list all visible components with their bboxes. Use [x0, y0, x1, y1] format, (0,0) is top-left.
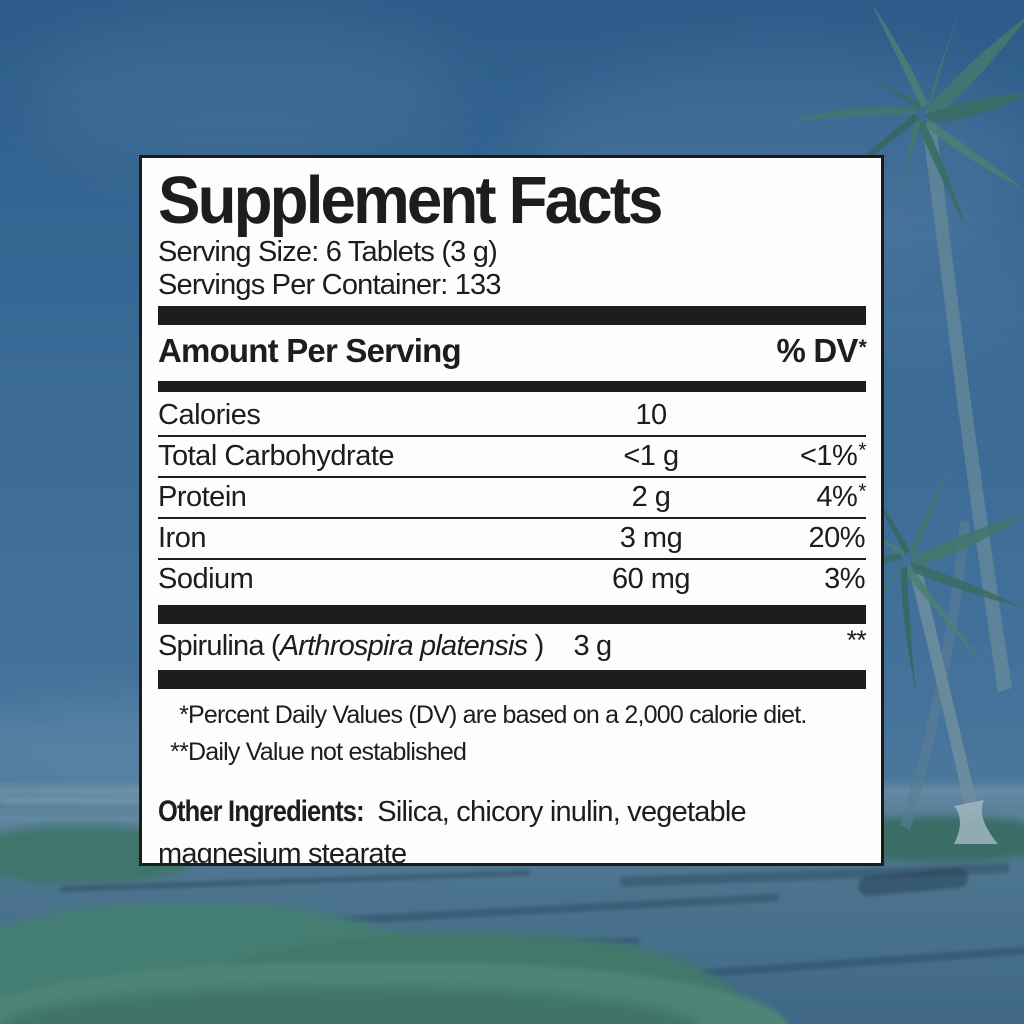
- nutrient-name: Calories: [158, 399, 261, 431]
- panel-title: Supplement Facts: [158, 163, 663, 238]
- servings-per-container: Servings Per Container: 133: [158, 269, 502, 301]
- nutrient-dv: 20%: [808, 522, 865, 554]
- footnotes: * Percent Daily Values (DV) are based on…: [158, 702, 866, 765]
- table-header: Amount Per Serving % DV*: [158, 325, 867, 376]
- footnote: ** Daily Value not established: [158, 739, 866, 765]
- amount-per-serving-header: Amount Per Serving: [158, 332, 462, 369]
- nutrient-dv: [746, 399, 866, 432]
- nutrient-row: Protein 2 g 4%*: [158, 478, 866, 519]
- divider-bar: [158, 306, 866, 325]
- divider-bar: [158, 381, 866, 392]
- nutrient-dv: 3%: [824, 563, 865, 595]
- other-ingredients: Other Ingredients: Silica, chicory inuli…: [158, 791, 866, 866]
- nutrient-name: Protein: [158, 481, 247, 513]
- divider-bar: [158, 670, 866, 689]
- footnote: * Percent Daily Values (DV) are based on…: [158, 702, 866, 728]
- nutrient-amount: 3 mg: [619, 522, 683, 554]
- nutrient-dv: <1%*: [799, 439, 867, 472]
- nutrient-amount: 60 mg: [611, 563, 691, 595]
- nutrient-amount: 2 g: [631, 481, 671, 513]
- nutrient-row: Sodium 60 mg 3%: [158, 560, 866, 599]
- nutrient-amount: <1 g: [623, 440, 679, 472]
- cloud-wisp: [30, 14, 460, 174]
- botanical-amount: 3 g: [573, 629, 612, 662]
- botanical-latin-name: Arthrospira platensis: [279, 629, 528, 662]
- nutrient-row: Iron 3 mg 20%: [158, 519, 866, 560]
- nutrient-dv: 4%*: [816, 480, 866, 513]
- dv-header: % DV*: [776, 332, 866, 369]
- nutrient-name: Total Carbohydrate: [158, 440, 395, 472]
- nutrient-row: Total Carbohydrate <1 g <1%*: [158, 437, 866, 478]
- other-ingredients-label: Other Ingredients:: [158, 795, 365, 828]
- footnote-text: Percent Daily Values (DV) are based on a…: [188, 701, 807, 729]
- footnote-mark: **: [170, 738, 189, 766]
- other-ingredients-text: Silica, chicory inulin, vegetable magnes…: [158, 796, 747, 866]
- nutrient-name: Sodium: [158, 563, 254, 595]
- nutrient-table: Calories 10 Total Carbohydrate <1 g <1%*…: [158, 396, 866, 599]
- divider-bar: [158, 605, 866, 624]
- supplement-facts-panel: Supplement Facts Serving Size: 6 Tablets…: [139, 155, 884, 866]
- nutrient-row: Calories 10: [158, 396, 866, 437]
- nutrient-amount: 10: [635, 399, 667, 431]
- botanical-row: Spirulina (Arthrospira platensis ) 3 g *…: [158, 624, 867, 668]
- footnote-mark: *: [179, 701, 189, 729]
- palm-trees-icon: [788, 0, 1024, 844]
- footnote-text: Daily Value not established: [188, 738, 467, 766]
- nutrient-name: Iron: [158, 522, 206, 554]
- botanical-name: Spirulina (Arthrospira platensis ): [158, 629, 544, 662]
- serving-size: Serving Size: 6 Tablets (3 g): [158, 236, 498, 268]
- botanical-dv: **: [846, 625, 867, 655]
